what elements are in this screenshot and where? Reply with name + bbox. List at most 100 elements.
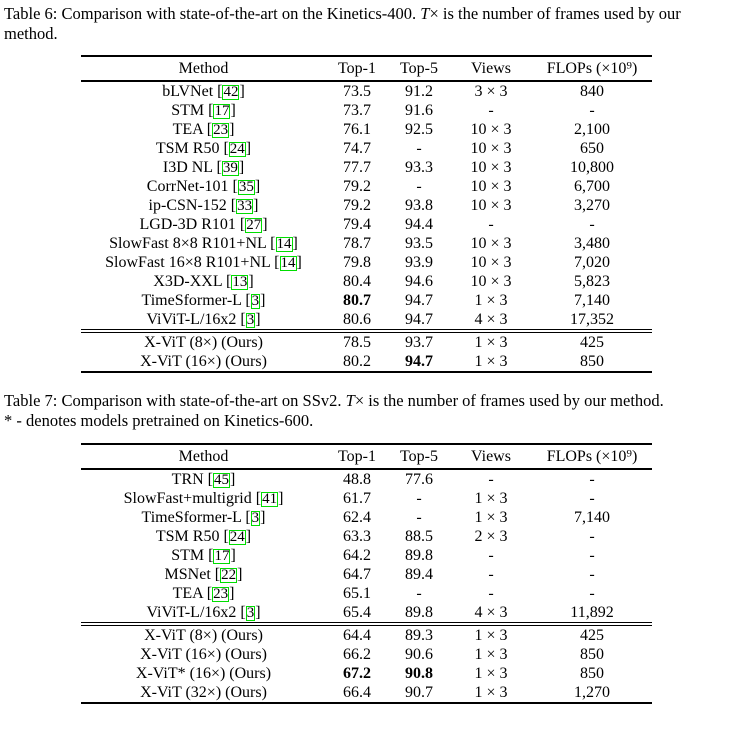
flops-cell: - [589,102,595,120]
citation-link[interactable]: 17 [213,103,231,120]
table-row: TRN [45] 48.8 77.6 - - [81,469,652,489]
citation-link[interactable]: 13 [231,274,249,291]
citation-link[interactable]: 22 [220,566,238,583]
top5-cell: 90.7 [388,682,450,704]
citation-link[interactable]: 23 [212,122,230,139]
top5-cell: 94.7 [405,292,433,310]
method-cell: SlowFast+multigrid [41] [123,489,284,507]
citation-link[interactable]: 42 [222,84,240,101]
method-cell: X-ViT (16×) (Ours) [140,645,267,663]
top5-cell: 91.6 [405,102,433,120]
method-cell: bLVNet [42] [162,83,245,101]
flops-cell: - [589,489,595,507]
top5-cell: 93.5 [405,235,433,253]
citation-link[interactable]: 14 [279,255,297,272]
flops-cell: 840 [580,83,604,101]
table-row: TimeSformer-L [3] 80.7 94.7 1 × 3 7,140 [81,291,652,310]
method-cell: X-ViT* (16×) (Ours) [135,664,272,682]
top1-cell: 73.7 [343,102,371,120]
table-row: X3D-XXL [13] 80.4 94.6 10 × 3 5,823 [81,272,652,291]
top1-cell: 65.4 [343,603,371,621]
table-row: bLVNet [42] 73.5 91.2 3 × 3 840 [81,81,652,101]
top1-cell: 77.7 [343,159,371,177]
flops-cell: 850 [532,352,652,374]
table-header-row: Method Top-1 Top-5 Views FLOPs (×10⁹) [81,442,652,470]
method-cell: STM [17] [171,546,236,564]
method-cell: CorrNet-101 [35] [146,178,261,196]
top5-cell: - [416,140,422,158]
table-header-row: Method Top-1 Top-5 Views FLOPs (×10⁹) [81,55,652,83]
table-row: STM [17] 64.2 89.8 - - [81,546,652,565]
method-cell: TSM R50 [24] [155,527,252,545]
top1-cell: 64.7 [343,565,371,583]
flops-cell: 850 [580,645,604,663]
method-cell: TSM R50 [24] [155,140,252,158]
top5-cell: 93.9 [405,254,433,272]
table6-baselines-body: bLVNet [42] 73.5 91.2 3 × 3 840 STM [17] 73.7 9… [81,81,652,331]
views-cell: - [488,565,494,583]
citation-link[interactable]: 3 [250,509,261,526]
views-cell: 10 × 3 [470,235,512,253]
table7-ssv2-comparison: Method Top-1 Top-5 Views FLOPs (×10⁹) TR… [81,442,652,704]
citation-link[interactable]: 24 [228,141,246,158]
citation-link[interactable]: 3 [245,312,256,329]
method-cell: STM [17] [171,102,236,120]
top5-cell: 93.3 [405,159,433,177]
citation-link[interactable]: 45 [213,471,230,488]
citation-link[interactable]: 14 [275,236,293,253]
citation-link[interactable]: 41 [261,490,279,507]
flops-cell: 5,823 [574,273,610,291]
top5-cell: - [416,584,422,602]
citation-link[interactable]: 33 [236,198,254,215]
table-row: MSNet [22] 64.7 89.4 - - [81,565,652,584]
views-cell: 1 × 3 [450,329,532,353]
top1-cell: 67.2 [343,664,371,682]
method-cell: TEA [23] [172,121,235,139]
views-cell: - [488,216,494,234]
citation-link[interactable]: 39 [221,160,239,177]
method-cell: TimeSformer-L [3] [141,292,266,310]
method-cell: TEA [23] [172,584,235,602]
table7-caption-math-symbol: T [345,391,355,411]
top5-cell: 93.8 [405,197,433,215]
views-cell: 10 × 3 [470,273,512,291]
flops-cell: 2,100 [574,121,610,139]
citation-link[interactable]: 35 [237,179,255,196]
citation-link[interactable]: 3 [250,293,261,310]
views-cell: 4 × 3 [474,311,508,329]
col-header-top5: Top-5 [388,442,450,470]
views-cell: - [488,584,494,602]
views-cell: - [488,102,494,120]
method-cell: TimeSformer-L [3] [141,508,266,526]
views-cell: 1 × 3 [450,682,532,704]
top1-cell: 80.2 [326,352,388,374]
col-header-method: Method [81,442,326,470]
top5-cell: 91.2 [405,83,433,101]
table-row: X-ViT (16×) (Ours) 80.2 94.7 1 × 3 850 [81,352,652,374]
citation-link[interactable]: 27 [245,217,263,234]
col-header-method: Method [81,55,326,83]
top5-cell: 89.4 [405,565,433,583]
top1-cell: 80.4 [343,273,371,291]
citation-link[interactable]: 3 [245,604,256,621]
table-row: TEA [23] 76.1 92.5 10 × 3 2,100 [81,120,652,139]
top5-cell: 94.4 [405,216,433,234]
top5-cell: 90.8 [405,664,433,682]
views-cell: 1 × 3 [450,621,532,645]
top1-cell: 73.5 [343,83,371,101]
views-cell: 1 × 3 [474,292,508,310]
citation-link[interactable]: 23 [212,585,230,602]
citation-link[interactable]: 24 [228,528,246,545]
top5-cell: 92.5 [405,121,433,139]
top1-cell: 64.2 [343,546,371,564]
top1-cell: 48.8 [343,470,371,488]
views-cell: 1 × 3 [450,352,532,374]
table7-caption-footnote: * - denotes models pretrained on Kinetic… [4,411,314,431]
views-cell: 4 × 3 [474,603,508,621]
citation-link[interactable]: 17 [213,547,231,564]
top5-cell: - [416,178,422,196]
views-cell: 2 × 3 [474,527,508,545]
flops-cell: 1,270 [532,682,652,704]
method-cell: X3D-XXL [13] [153,273,254,291]
top1-cell: 74.7 [343,140,371,158]
